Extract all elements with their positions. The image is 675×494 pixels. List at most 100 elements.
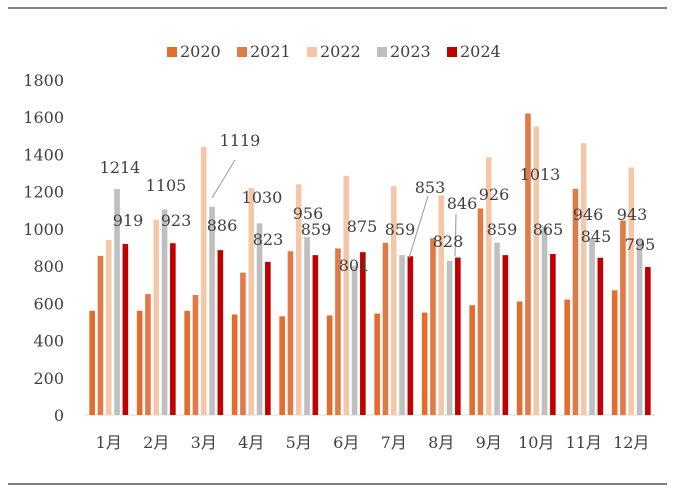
data-label-2023: 1030 — [242, 188, 283, 207]
bar-2020-11 — [564, 299, 570, 415]
bar-2022-12 — [628, 167, 635, 415]
bar-2021-11 — [572, 188, 579, 415]
bar-2021-2 — [145, 294, 151, 415]
bar-2024-8 — [455, 257, 461, 415]
legend-swatch-2023 — [377, 47, 387, 57]
bar-2022-7 — [390, 186, 397, 415]
data-label-2023: 1105 — [146, 176, 187, 195]
legend-label-2020: 2020 — [180, 42, 221, 61]
legend-label-2023: 2023 — [390, 42, 431, 61]
x-tick-label: 10月 — [518, 433, 554, 452]
y-tick-label: 1400 — [23, 145, 64, 164]
bar-2023-1 — [114, 189, 120, 415]
bar-2023-4 — [256, 223, 263, 415]
x-tick-label: 11月 — [566, 433, 602, 452]
bars — [89, 113, 651, 416]
bar-2020-4 — [231, 314, 238, 415]
y-tick-label: 1200 — [23, 183, 64, 202]
bar-2021-12 — [620, 220, 626, 415]
y-tick-label: 0 — [54, 406, 64, 425]
bar-2023-8 — [446, 260, 453, 415]
data-label-2023: 828 — [433, 232, 464, 251]
data-label-2023: 943 — [617, 205, 648, 224]
bar-2023-5 — [304, 237, 310, 415]
bar-2021-4 — [240, 272, 246, 416]
legend: 2020 2021 2022 2023 2024 — [167, 42, 501, 61]
data-label-2023: 1214 — [100, 158, 141, 177]
bar-2021-3 — [192, 294, 199, 415]
data-label-2023: 859 — [385, 220, 416, 239]
data-label-2024: 853 — [415, 178, 446, 197]
legend-label-2022: 2022 — [320, 42, 361, 61]
data-label-2024: 823 — [253, 230, 284, 249]
data-label-2023: 801 — [339, 256, 370, 275]
x-tick-label: 2月 — [143, 433, 169, 452]
x-tick-label: 6月 — [333, 433, 359, 452]
bar-2021-1 — [97, 255, 104, 416]
data-label-2024: 886 — [207, 216, 238, 235]
bar-2020-1 — [89, 310, 95, 415]
bar-2024-4 — [265, 261, 271, 415]
y-axis: 0 200 400 600 800 1000 1200 1400 1600 1800 — [23, 71, 64, 425]
y-tick-label: 1000 — [23, 220, 64, 239]
bar-2023-6 — [351, 265, 358, 415]
bar-2022-8 — [438, 195, 445, 415]
data-label-2024: 795 — [625, 235, 656, 254]
bar-2022-4 — [248, 187, 255, 415]
bar-2024-1 — [122, 243, 129, 415]
bar-2022-9 — [485, 157, 492, 416]
legend-swatch-2020 — [167, 47, 177, 57]
x-tick-label: 12月 — [613, 433, 649, 452]
data-label-2023: 946 — [573, 205, 604, 224]
data-label-2024: 859 — [301, 220, 332, 239]
leader-line — [211, 159, 236, 199]
data-label-2023: 926 — [479, 185, 510, 204]
bar-2023-3 — [209, 206, 215, 415]
bar-2024-5 — [312, 255, 319, 415]
x-tick-label: 8月 — [428, 433, 454, 452]
bar-2020-10 — [516, 301, 523, 415]
bar-2024-12 — [645, 267, 651, 415]
x-tick-label: 1月 — [96, 433, 122, 452]
bar-2024-11 — [597, 257, 604, 415]
leader-line — [408, 195, 429, 259]
bar-2021-9 — [477, 208, 484, 415]
bar-2023-12 — [636, 239, 643, 415]
data-label-2023: 1119 — [220, 131, 261, 150]
data-label-2024: 859 — [487, 220, 518, 239]
bar-2021-5 — [287, 251, 294, 415]
bar-2020-3 — [184, 310, 190, 415]
bar-2024-7 — [407, 256, 414, 415]
y-tick-label: 1600 — [23, 108, 64, 127]
x-tick-label: 7月 — [381, 433, 407, 452]
legend-label-2021: 2021 — [250, 42, 291, 61]
data-label-2023: 1013 — [520, 165, 561, 184]
data-label-2024: 846 — [447, 194, 478, 213]
y-tick-label: 600 — [33, 294, 64, 313]
bar-2021-7 — [382, 242, 389, 415]
y-tick-label: 400 — [33, 332, 64, 351]
x-tick-label: 5月 — [286, 433, 312, 452]
bar-2022-1 — [105, 240, 112, 415]
legend-swatch-2021 — [237, 47, 247, 57]
bar-2023-9 — [494, 242, 500, 415]
bar-2024-9 — [502, 255, 509, 415]
leader-line — [454, 213, 457, 257]
bar-2020-2 — [136, 310, 143, 415]
bar-2023-7 — [399, 255, 405, 415]
bar-2020-12 — [611, 290, 618, 415]
data-labels: 1214 1105 1119 1030 956 801 859 828 926 1013 946 94… — [100, 131, 656, 275]
bar-2022-2 — [153, 219, 160, 415]
bar-2021-6 — [335, 248, 341, 415]
bar-2023-2 — [161, 209, 168, 415]
data-label-2024: 865 — [533, 220, 564, 239]
legend-swatch-2024 — [447, 47, 457, 57]
legend-label-2024: 2024 — [460, 42, 501, 61]
legend-swatch-2022 — [307, 47, 317, 57]
x-axis: 1月 2月 3月 4月 5月 6月 7月 8月 9月 10月 11月 12月 — [85, 414, 655, 452]
bar-2022-3 — [200, 147, 207, 415]
bar-2020-5 — [279, 316, 285, 415]
data-label-2024: 875 — [347, 217, 378, 236]
bar-2023-10 — [541, 226, 548, 415]
